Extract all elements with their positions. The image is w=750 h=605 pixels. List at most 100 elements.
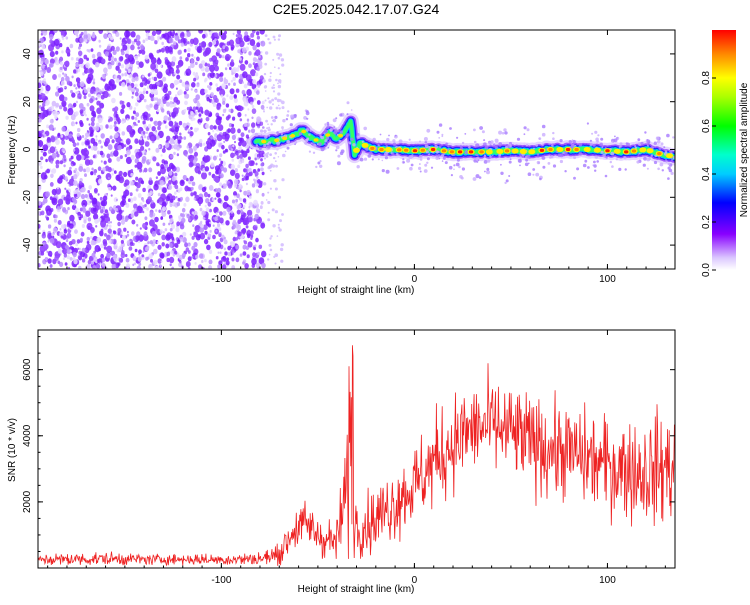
noise-speckle bbox=[128, 73, 133, 79]
noise-speckle bbox=[147, 192, 152, 198]
trace-halo-speck bbox=[476, 154, 479, 157]
trace-halo-speck bbox=[483, 142, 487, 146]
noise-speckle bbox=[141, 197, 144, 201]
noise-speckle bbox=[106, 234, 111, 241]
trace-halo-speck bbox=[406, 158, 411, 163]
noise-speckle bbox=[126, 233, 130, 237]
trace-halo-speck bbox=[547, 162, 551, 165]
noise-speckle bbox=[219, 72, 224, 77]
noise-speckle bbox=[219, 158, 222, 161]
trace-halo-speck bbox=[438, 137, 441, 139]
noise-speckle bbox=[243, 205, 246, 208]
trace-hotspot bbox=[282, 136, 288, 141]
noise-speckle bbox=[174, 250, 178, 255]
trace-hotspot bbox=[261, 139, 267, 144]
x-tick-label: 100 bbox=[599, 274, 616, 285]
noise-speckle bbox=[55, 91, 60, 97]
noise-speckle bbox=[126, 240, 131, 245]
noise-speckle bbox=[138, 262, 142, 266]
noise-speckle bbox=[171, 176, 176, 182]
x-tick-label: 0 bbox=[412, 274, 418, 285]
noise-speckle bbox=[112, 254, 117, 260]
noise-speckle bbox=[201, 172, 207, 180]
noise-speckle bbox=[93, 145, 98, 151]
trace-halo-speck bbox=[358, 154, 360, 157]
noise-speckle bbox=[90, 121, 95, 127]
noise-speckle bbox=[64, 67, 67, 71]
noise-speckle bbox=[267, 218, 271, 222]
noise-speckle bbox=[150, 57, 157, 65]
noise-speckle bbox=[219, 153, 223, 158]
noise-speckle bbox=[240, 209, 243, 213]
trace-halo-speck bbox=[611, 140, 614, 143]
noise-speckle bbox=[172, 41, 177, 46]
noise-speckle bbox=[41, 44, 46, 50]
noise-speckle bbox=[91, 53, 96, 59]
noise-speckle bbox=[135, 176, 139, 181]
trace-halo-speck bbox=[601, 154, 604, 157]
noise-speckle bbox=[71, 75, 74, 79]
noise-speckle bbox=[208, 41, 213, 48]
noise-speckle bbox=[54, 214, 58, 219]
noise-speckle bbox=[62, 72, 65, 75]
noise-speckle bbox=[154, 40, 158, 45]
noise-speckle bbox=[203, 238, 209, 245]
trace-hotspot bbox=[274, 138, 280, 143]
noise-speckle bbox=[236, 209, 241, 215]
trace-halo-speck bbox=[510, 155, 512, 157]
noise-speckle bbox=[199, 207, 203, 212]
trace-halo-speck bbox=[494, 138, 499, 143]
noise-speckle bbox=[106, 252, 111, 259]
noise-speckle bbox=[38, 223, 41, 229]
noise-speckle bbox=[78, 103, 84, 109]
noise-speckle bbox=[198, 106, 204, 112]
noise-speckle bbox=[126, 125, 133, 133]
noise-speckle bbox=[265, 152, 269, 156]
noise-speckle bbox=[141, 254, 145, 258]
noise-speckle bbox=[158, 130, 164, 139]
noise-speckle bbox=[234, 172, 240, 180]
noise-speckle bbox=[57, 205, 60, 210]
trace-halo-speck bbox=[519, 164, 521, 167]
trace-halo-speck bbox=[456, 136, 459, 139]
noise-speckle bbox=[95, 225, 98, 228]
noise-speckle bbox=[232, 144, 235, 148]
trace-halo-speck bbox=[666, 133, 670, 138]
noise-speckle bbox=[238, 137, 243, 142]
noise-speckle bbox=[117, 69, 122, 74]
trace-hotspot bbox=[353, 147, 360, 153]
noise-speckle bbox=[205, 207, 210, 213]
noise-speckle bbox=[136, 205, 143, 214]
noise-speckle bbox=[274, 262, 277, 265]
noise-speckle bbox=[261, 100, 265, 105]
noise-speckle bbox=[106, 224, 109, 227]
noise-speckle bbox=[257, 168, 261, 172]
noise-speckle bbox=[269, 248, 273, 252]
trace-halo-speck bbox=[586, 122, 590, 125]
noise-speckle bbox=[238, 105, 244, 112]
noise-speckle bbox=[47, 258, 52, 264]
trace-halo-speck bbox=[479, 126, 483, 130]
noise-speckle bbox=[162, 222, 166, 226]
noise-speckle bbox=[142, 39, 146, 44]
noise-speckle bbox=[98, 44, 102, 48]
noise-speckle bbox=[181, 252, 186, 258]
noise-speckle bbox=[102, 195, 108, 201]
trace-halo-speck bbox=[536, 160, 541, 165]
trace-halo-speck bbox=[616, 137, 618, 139]
noise-speckle bbox=[194, 262, 197, 265]
noise-speckle bbox=[83, 30, 88, 36]
noise-speckle bbox=[279, 247, 284, 252]
noise-speckle bbox=[230, 241, 236, 248]
trace-halo-speck bbox=[274, 115, 278, 119]
noise-speckle bbox=[159, 179, 165, 186]
noise-speckle bbox=[83, 95, 87, 99]
noise-speckle bbox=[73, 202, 76, 206]
noise-speckle bbox=[275, 106, 279, 110]
noise-speckle bbox=[144, 152, 147, 156]
noise-speckle bbox=[87, 87, 91, 92]
noise-speckle bbox=[89, 105, 95, 112]
noise-speckle bbox=[248, 171, 253, 177]
noise-speckle bbox=[96, 100, 101, 106]
trace-halo-speck bbox=[396, 167, 400, 170]
